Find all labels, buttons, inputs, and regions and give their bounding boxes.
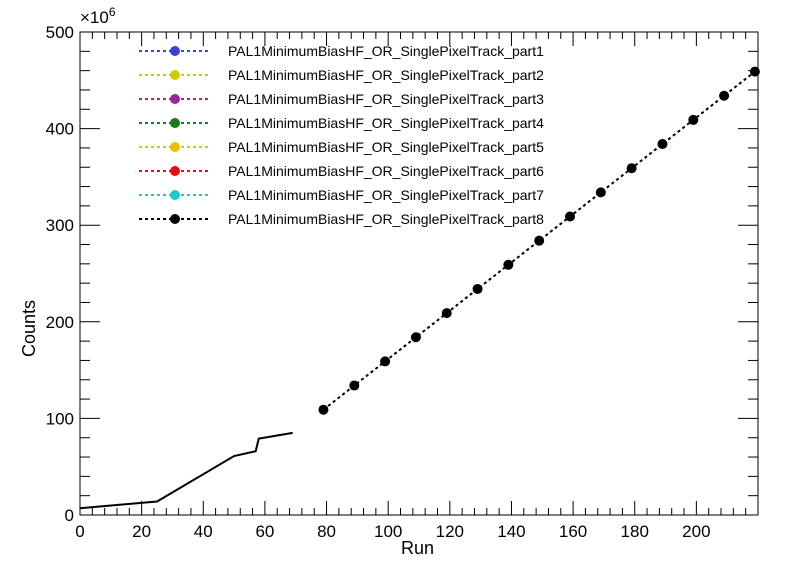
data-point [318, 404, 329, 415]
data-point [441, 308, 452, 319]
data-point [410, 332, 421, 343]
x-axis-title: Run [401, 538, 434, 558]
series-line-part8 [322, 70, 756, 411]
legend-label: PAL1MinimumBiasHF_OR_SinglePixelTrack_pa… [228, 43, 544, 59]
data-point [503, 259, 514, 270]
y-axis-title: Counts [19, 300, 39, 357]
data-points [318, 66, 760, 415]
x-tick-label: 80 [317, 522, 336, 541]
legend-marker [170, 46, 180, 56]
data-point [626, 163, 637, 174]
y-multiplier-exponent: 6 [109, 5, 116, 19]
x-tick-label: 180 [621, 522, 649, 541]
legend-marker [170, 70, 180, 80]
data-point [657, 139, 668, 150]
legend-marker [170, 214, 180, 224]
y-tick-label: 0 [65, 506, 74, 525]
y-tick-label: 400 [46, 120, 74, 139]
data-point [534, 235, 545, 246]
legend-label: PAL1MinimumBiasHF_OR_SinglePixelTrack_pa… [228, 91, 544, 107]
data-point [749, 66, 760, 77]
x-tick-label: 60 [255, 522, 274, 541]
y-multiplier-label: ×106 [80, 5, 116, 27]
x-tick-label: 0 [75, 522, 84, 541]
legend-marker [170, 94, 180, 104]
legend: PAL1MinimumBiasHF_OR_SinglePixelTrack_pa… [139, 43, 544, 227]
legend-label: PAL1MinimumBiasHF_OR_SinglePixelTrack_pa… [228, 211, 544, 227]
y-tick-label: 200 [46, 313, 74, 332]
legend-marker [170, 118, 180, 128]
x-tick-label: 160 [559, 522, 587, 541]
data-point [472, 283, 483, 294]
legend-label: PAL1MinimumBiasHF_OR_SinglePixelTrack_pa… [228, 163, 544, 179]
data-point [595, 187, 606, 198]
y-tick-label: 300 [46, 216, 74, 235]
data-point [565, 211, 576, 222]
y-multiplier-base: ×10 [80, 8, 109, 27]
data-point [380, 356, 391, 367]
data-point [349, 380, 360, 391]
legend-marker [170, 142, 180, 152]
legend-label: PAL1MinimumBiasHF_OR_SinglePixelTrack_pa… [228, 187, 544, 203]
x-tick-label: 200 [682, 522, 710, 541]
legend-marker [170, 166, 180, 176]
x-tick-label: 20 [132, 522, 151, 541]
plot-frame [79, 31, 759, 516]
data-point [719, 90, 730, 101]
legend-label: PAL1MinimumBiasHF_OR_SinglePixelTrack_pa… [228, 67, 544, 83]
x-tick-label: 140 [497, 522, 525, 541]
legend-label: PAL1MinimumBiasHF_OR_SinglePixelTrack_pa… [228, 115, 544, 131]
x-tick-label: 120 [436, 522, 464, 541]
axes: 0 20 40 60 80 100 120 140 160 180 200 0 100 200 300 400… [46, 23, 759, 541]
legend-label: PAL1MinimumBiasHF_OR_SinglePixelTrack_pa… [228, 139, 544, 155]
x-tick-label: 100 [374, 522, 402, 541]
series-line-early-runs [79, 431, 293, 510]
legend-marker [170, 190, 180, 200]
data-point [688, 114, 699, 125]
data-lines [79, 70, 756, 510]
y-tick-label: 500 [46, 23, 74, 42]
x-tick-label: 40 [194, 522, 213, 541]
y-tick-label: 100 [46, 409, 74, 428]
